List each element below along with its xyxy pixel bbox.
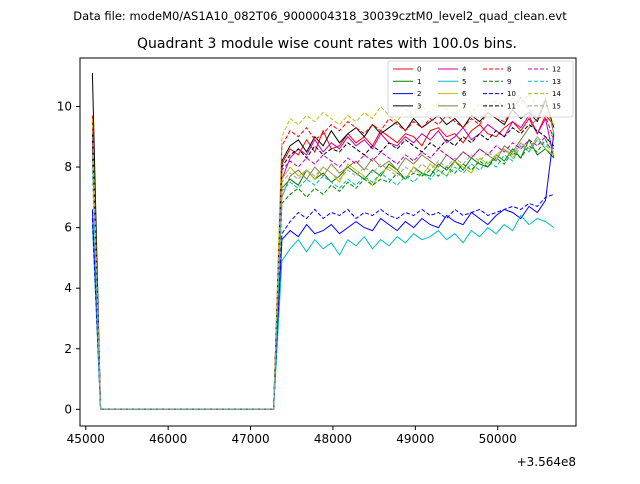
- series-line-6: [91, 135, 555, 410]
- legend-label-2: 2: [417, 90, 421, 98]
- legend-label-7: 7: [462, 102, 466, 110]
- y-tick-label: 0: [64, 402, 72, 416]
- legend-label-14: 14: [552, 90, 561, 98]
- plot-frame: [79, 57, 577, 427]
- series-line-13: [91, 130, 555, 410]
- legend-label-0: 0: [417, 66, 421, 74]
- legend-label-9: 9: [507, 78, 511, 86]
- series-line-10: [91, 193, 554, 410]
- x-tick-label: 50000: [479, 432, 517, 446]
- series-line-3: [91, 73, 555, 410]
- legend-box: [387, 60, 574, 118]
- y-tick-label: 2: [64, 342, 72, 356]
- legend-label-4: 4: [462, 66, 467, 74]
- legend-label-6: 6: [462, 90, 467, 98]
- y-tick-label: 10: [57, 99, 72, 113]
- legend-label-13: 13: [552, 78, 561, 86]
- chart-title: Quadrant 3 module wise count rates with …: [137, 36, 517, 52]
- y-tick-label: 8: [64, 160, 72, 174]
- series-layer: [91, 73, 555, 410]
- x-tick-label: 48000: [314, 432, 352, 446]
- data-file-caption: Data file: modeM0/AS1A10_082T06_90000043…: [73, 9, 567, 23]
- series-line-9: [91, 138, 555, 410]
- series-line-2: [91, 133, 555, 410]
- series-line-4: [91, 114, 555, 410]
- axis-ticks: 45000 46000 47000 48000 49000 50000 0 2 4 6 8 10: [57, 99, 517, 446]
- x-offset-label: +3.564e8: [517, 455, 576, 469]
- series-line-0: [91, 114, 555, 410]
- series-line-14: [91, 93, 555, 410]
- series-line-1: [91, 138, 555, 410]
- x-tick-label: 45000: [67, 432, 105, 446]
- series-line-5: [91, 214, 555, 410]
- legend-label-11: 11: [507, 102, 516, 110]
- series-line-8: [91, 96, 555, 410]
- legend-label-12: 12: [552, 66, 561, 74]
- y-tick-label: 6: [64, 221, 72, 235]
- legend-label-1: 1: [417, 78, 421, 86]
- legend-label-15: 15: [552, 102, 561, 110]
- y-tick-label: 4: [64, 281, 72, 295]
- legend-label-8: 8: [507, 66, 511, 74]
- x-tick-label: 47000: [231, 432, 269, 446]
- x-tick-label: 46000: [149, 432, 187, 446]
- series-line-15: [91, 135, 555, 410]
- legend-label-3: 3: [417, 102, 421, 110]
- legend-label-10: 10: [507, 90, 516, 98]
- series-line-12: [91, 135, 555, 410]
- series-line-7: [91, 95, 555, 410]
- x-tick-label: 49000: [396, 432, 434, 446]
- legend-label-5: 5: [462, 78, 466, 86]
